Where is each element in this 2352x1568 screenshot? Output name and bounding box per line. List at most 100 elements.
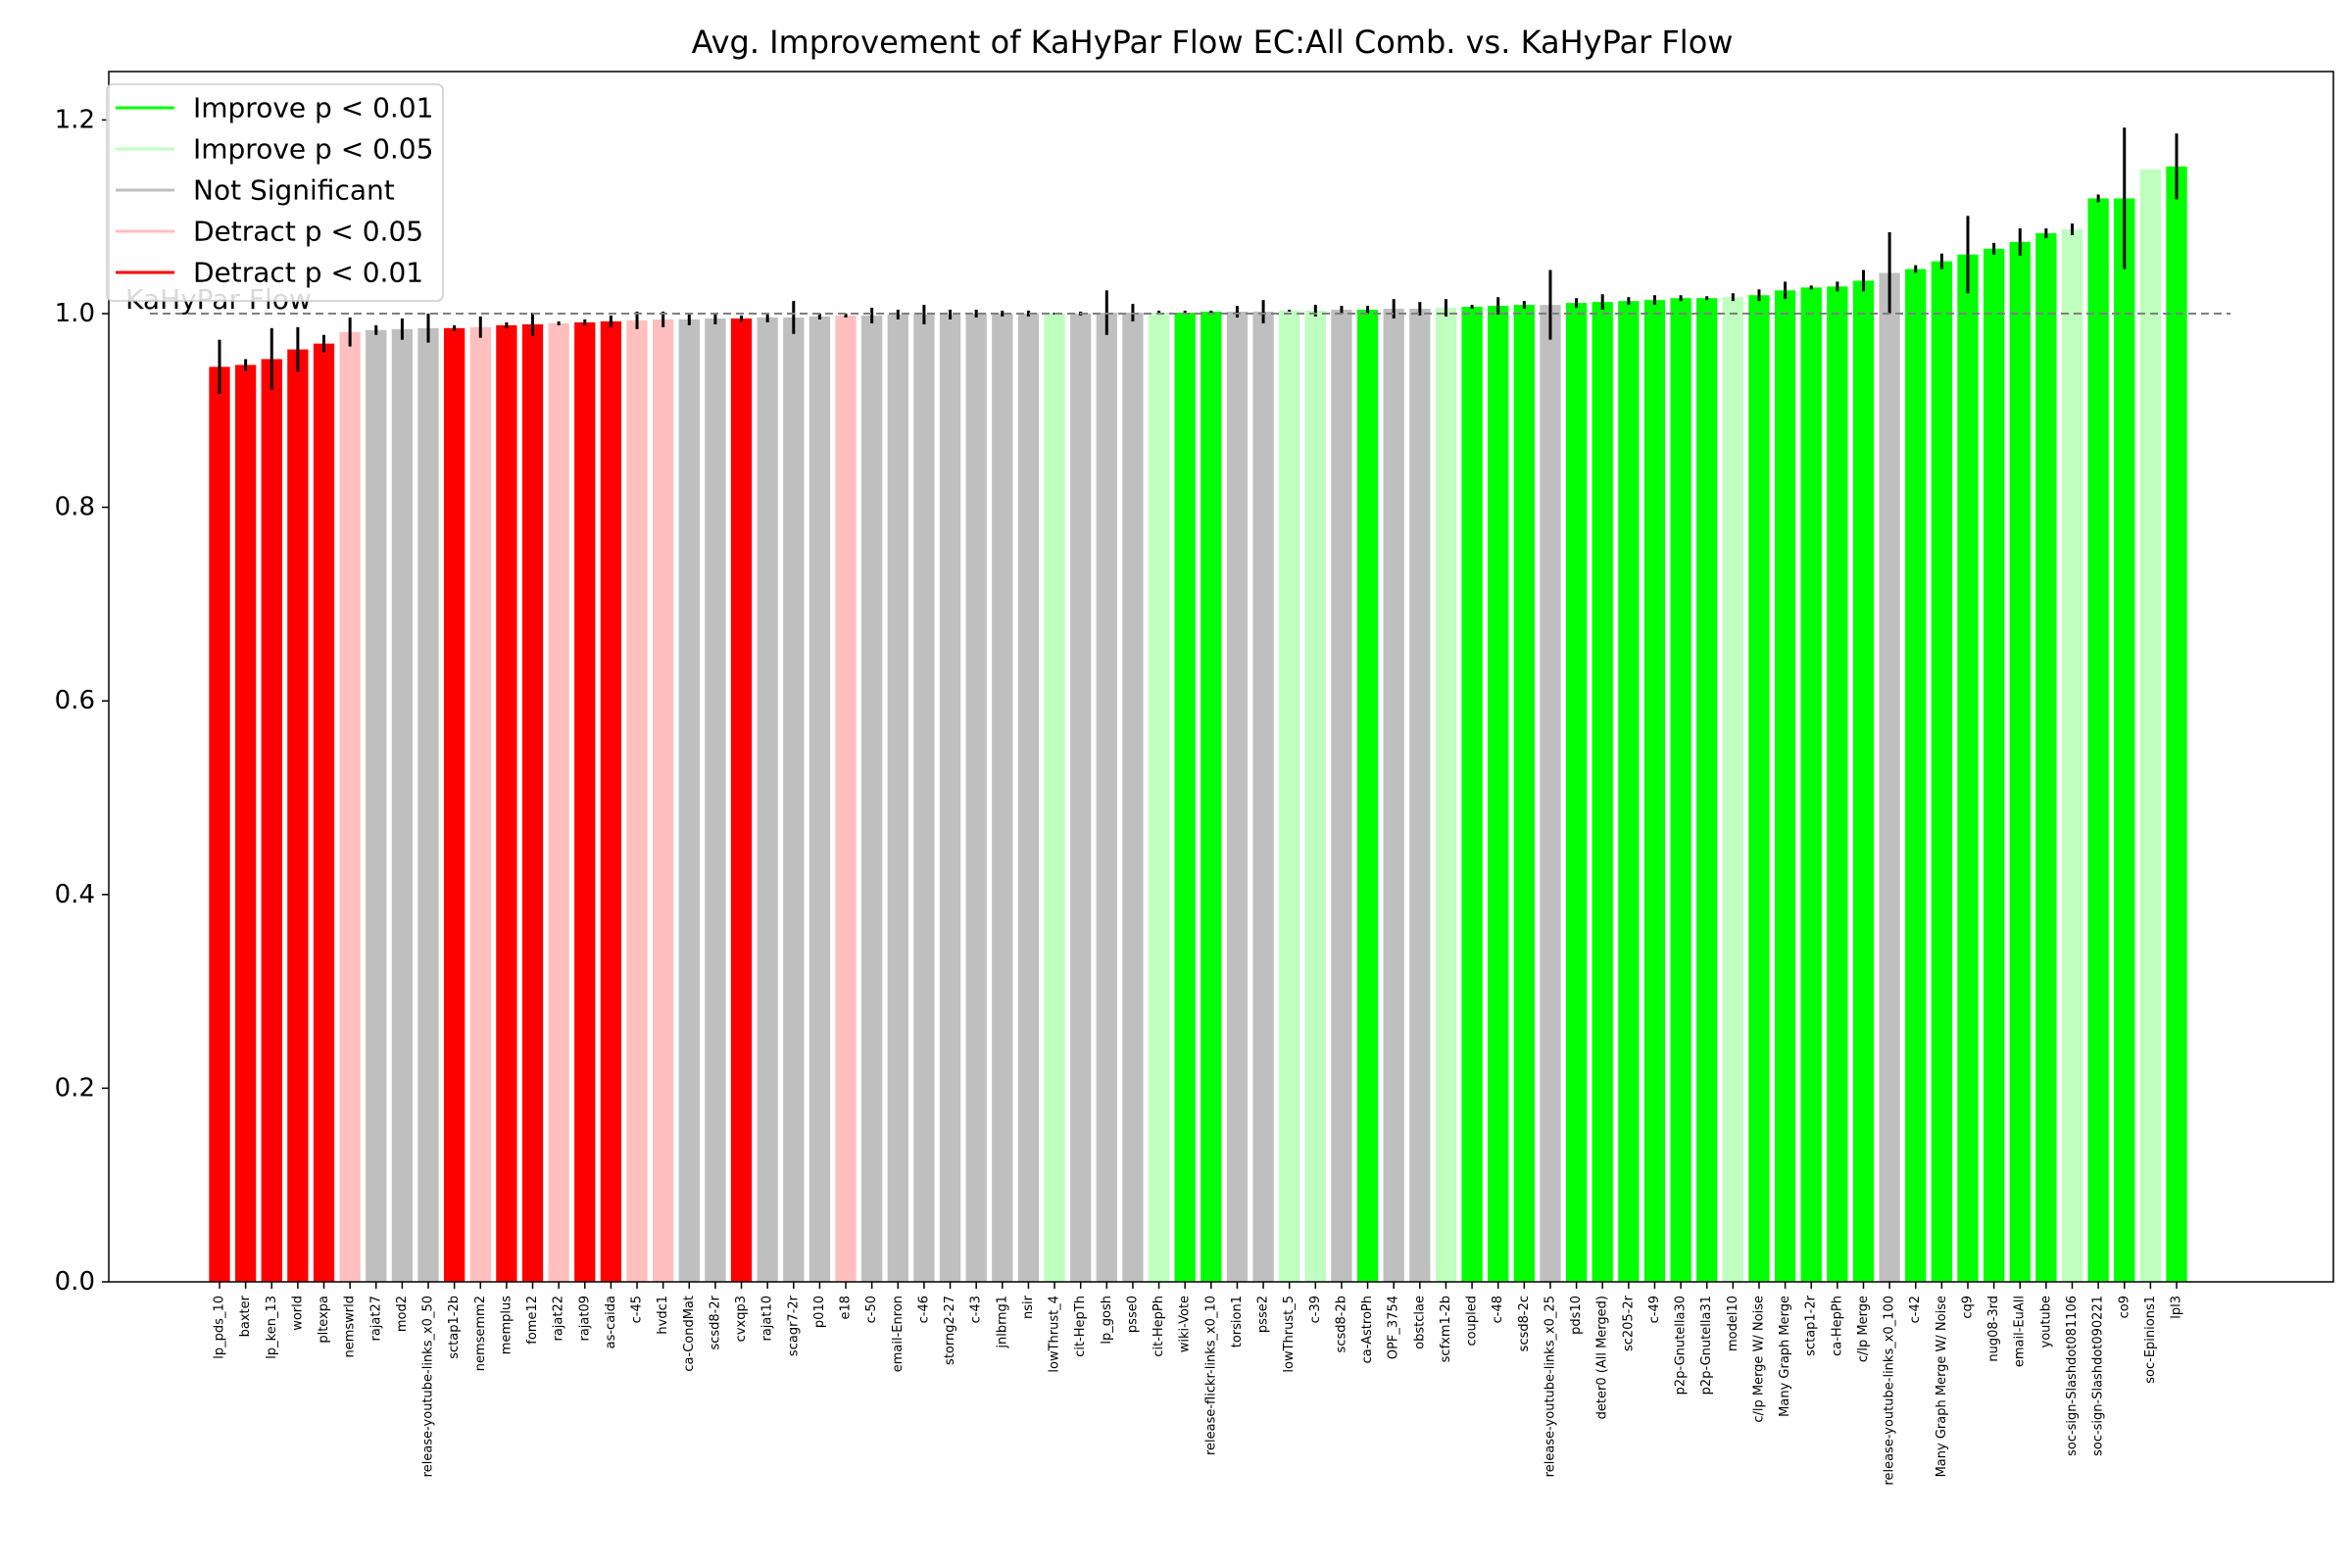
x-tick-label: rajat22 (552, 1296, 566, 1342)
x-tick-label: soc-sign-Slashdot090221 (2091, 1296, 2106, 1456)
x-tick-label: c-43 (969, 1296, 984, 1323)
legend: Improve p < 0.01 Improve p < 0.05 Not Sign… (106, 83, 444, 302)
bar-sc205-2r (1618, 301, 1640, 1282)
x-tick-label: lowThrust_4 (1048, 1296, 1062, 1373)
y-tick-label: 0.0 (55, 1267, 95, 1297)
x-tick-label: c/lp Merge (1856, 1296, 1871, 1362)
x-tick-label: sc205-2r (1621, 1295, 1636, 1351)
x-tick-label: scagr7-2r (786, 1295, 801, 1356)
bar-lp-ken-13 (261, 359, 282, 1282)
x-tick-label: fome12 (525, 1296, 540, 1345)
bar-ca-hepph (1827, 286, 1848, 1283)
bar-p2p-gnutella30 (1670, 298, 1691, 1282)
x-tick-label: ca-AstroPh (1360, 1296, 1375, 1363)
x-tick-label: memplus (499, 1296, 514, 1354)
x-tick-label: jnlbrng1 (995, 1296, 1009, 1349)
y-tick-label: 0.2 (55, 1073, 95, 1102)
x-tick-label: cit-HepPh (1152, 1296, 1166, 1357)
bar-soc-epinions1 (2139, 169, 2162, 1282)
bar-as-caida (600, 320, 622, 1282)
legend-label: Detract p < 0.05 (193, 216, 423, 248)
x-tick-label: lpl3 (2170, 1296, 2184, 1319)
x-tick-label: sctap1-2b (447, 1296, 462, 1359)
x-tick-label: soc-Epinions1 (2143, 1296, 2158, 1384)
legend-box (106, 83, 444, 302)
x-tick-label: Many Graph Merge (1778, 1296, 1792, 1417)
x-tick-label: mod2 (395, 1296, 410, 1332)
bar-model10 (1722, 297, 1743, 1282)
bar-soc-sign-slashdot081106 (2061, 229, 2083, 1282)
x-tick-label: nsir (1021, 1295, 1036, 1319)
bar-ca-condmat (678, 318, 700, 1282)
bar-c-48 (1488, 306, 1509, 1283)
bar-youtube (2035, 233, 2057, 1282)
plot-area: lp_pds_10 baxter lp_ken_13 world pltexpa nems… (55, 71, 2334, 1486)
bar-cvxqp3 (730, 318, 753, 1282)
bar-pds10 (1565, 303, 1588, 1282)
x-tick-label: nug08-3rd (1986, 1296, 2001, 1362)
x-tick-label: e18 (839, 1296, 854, 1320)
bar-p2p-gnutella31 (1696, 298, 1718, 1282)
bar-scsd8-2r (705, 318, 726, 1282)
x-tick-label: youtube (2038, 1296, 2053, 1348)
x-tick-label: coupled (1465, 1296, 1480, 1346)
x-tick-label: rajat10 (760, 1296, 775, 1342)
bar-c-lp-merge (1852, 280, 1875, 1282)
x-tick-label: ca-HepPh (1830, 1296, 1844, 1356)
x-tick-label: c-39 (1308, 1296, 1323, 1323)
x-tick-label: lp_pds_10 (213, 1296, 227, 1359)
y-tick-label: 0.6 (55, 686, 95, 715)
bar-psse2 (1252, 312, 1274, 1282)
bar-e18 (835, 315, 857, 1283)
bar-nemswrld (339, 331, 361, 1282)
bar-rajat27 (366, 329, 387, 1282)
y-tick-label: 1.0 (55, 299, 95, 328)
bar-release-youtube-links-x0-25 (1540, 305, 1561, 1282)
x-tick-label: rajat09 (577, 1296, 592, 1342)
bar-c-50 (861, 315, 883, 1283)
bar-many-graph-merge (1774, 290, 1796, 1282)
bar-soc-sign-slashdot090221 (2087, 198, 2109, 1283)
legend-label: Improve p < 0.01 (193, 92, 433, 124)
x-tick-label: release-youtube-links_x0_25 (1543, 1296, 1557, 1477)
bar-lowthrust-4 (1044, 314, 1065, 1282)
bar-c-42 (1905, 269, 1927, 1282)
bar-scfxm1-2b (1435, 308, 1457, 1282)
x-tick-label: email-EuAll (2013, 1296, 2028, 1367)
bar-lp-pds-10 (209, 367, 230, 1283)
x-tick-label: storng2-27 (943, 1296, 957, 1365)
bar-email-euall (2009, 241, 2031, 1282)
x-tick-label: obstclae (1412, 1296, 1427, 1349)
bar-baxter (234, 365, 257, 1282)
x-tick-label: OPF_3754 (1387, 1296, 1401, 1359)
bar-storng2-27 (939, 314, 961, 1282)
x-tick-label: cvxqp3 (734, 1296, 749, 1342)
bar-c-46 (913, 314, 935, 1282)
bar-nsir (1017, 314, 1040, 1282)
bar-cit-hepth (1070, 314, 1092, 1282)
x-tick-label: scsd8-2c (1517, 1296, 1532, 1351)
bar-nemsemm2 (469, 326, 491, 1283)
bar-ca-astroph (1356, 310, 1379, 1282)
x-tick-label: release-youtube-links_x0_50 (421, 1296, 436, 1477)
x-tick-label: c/lp Merge W/ Noise (1751, 1296, 1766, 1423)
bar-c-39 (1304, 311, 1326, 1282)
legend-label: Improve p < 0.05 (193, 133, 433, 166)
x-tick-label: world (290, 1296, 305, 1331)
bar-mod2 (391, 328, 414, 1282)
x-tick-label: p010 (812, 1296, 827, 1328)
legend-label: Detract p < 0.01 (193, 257, 423, 289)
x-tick-label: c-50 (864, 1296, 879, 1323)
bar-cit-hepph (1148, 313, 1170, 1282)
x-tick-label: baxter (238, 1295, 253, 1337)
bar-opf-3754 (1383, 309, 1404, 1282)
x-tick-label: as-caida (604, 1296, 618, 1348)
x-tick-label: cit-HepTh (1073, 1296, 1088, 1357)
bar-co9 (2114, 198, 2135, 1283)
y-tick-label: 0.4 (55, 880, 95, 909)
bar-c-43 (965, 314, 987, 1282)
x-tick-label: pds10 (1569, 1296, 1584, 1335)
bar-scagr7-2r (783, 317, 805, 1282)
